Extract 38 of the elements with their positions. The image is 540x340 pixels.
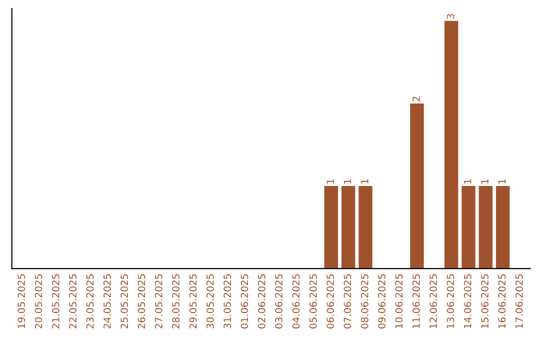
x-tick-label: 10.06.2025 [395,274,403,328]
x-tick-label: 09.06.2025 [378,274,386,328]
x-tick-label: 23.05.2025 [86,274,94,328]
data-label: 1 [361,179,368,184]
x-tick-label: 11.06.2025 [412,274,420,328]
x-tick-label: 29.05.2025 [189,274,197,328]
x-tick-label: 20.05.2025 [34,274,42,328]
x-tick-label: 02.06.2025 [258,274,266,328]
x-tick-label: 15.06.2025 [481,274,488,328]
data-label: 1 [326,179,334,184]
x-tick-label: 03.06.2025 [275,274,282,328]
data-label: 1 [481,179,488,184]
x-tick-label: 16.06.2025 [498,274,506,328]
x-tick-label: 25.05.2025 [120,274,128,328]
x-tick-label: 01.06.2025 [240,274,248,328]
x-tick-label: 26.05.2025 [138,274,146,328]
x-tick-label: 19.05.2025 [18,274,25,328]
data-label: 1 [498,179,506,184]
data-label: 3 [446,14,454,19]
x-tick-label: 14.06.2025 [464,274,472,328]
x-tick-label: 31.05.2025 [224,274,231,328]
x-tick-label: 21.05.2025 [52,274,60,328]
x-tick-label: 30.05.2025 [206,274,214,328]
x-tick-label: 24.05.2025 [103,274,111,328]
x-tick-label: 27.05.2025 [154,274,162,328]
x-tick-label: 13.06.2025 [446,274,454,328]
x-tick-label: 07.06.2025 [344,274,352,328]
x-tick-label: 28.05.2025 [172,274,180,328]
x-tick-label: 05.06.2025 [309,274,317,328]
x-tick-label: 04.06.2025 [292,274,300,328]
x-tick-label: 12.06.2025 [430,274,437,328]
x-tick-label: 06.06.2025 [326,274,334,328]
data-label: 1 [464,179,472,184]
data-label: 1 [344,179,352,184]
x-tick-label: 22.05.2025 [69,274,76,328]
x-tick-label: 17.06.2025 [515,274,523,328]
data-label: 2 [412,96,420,102]
x-tick-label: 08.06.2025 [360,274,368,328]
